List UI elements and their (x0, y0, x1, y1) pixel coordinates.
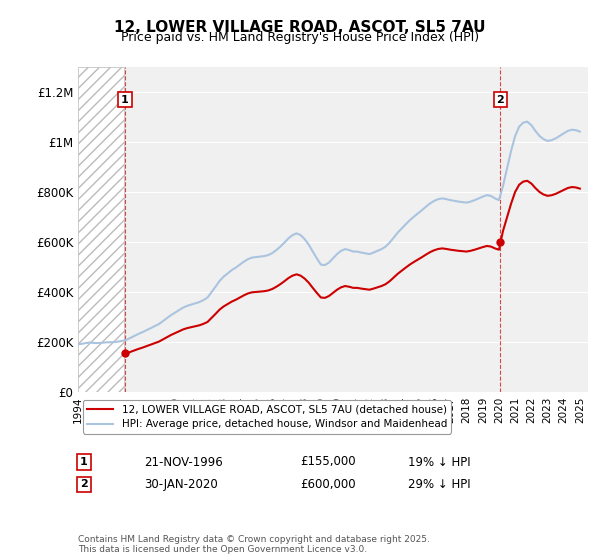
Text: £600,000: £600,000 (300, 478, 356, 491)
Text: 29% ↓ HPI: 29% ↓ HPI (408, 478, 470, 491)
Text: 2: 2 (80, 479, 88, 489)
Text: Contains HM Land Registry data © Crown copyright and database right 2025.
This d: Contains HM Land Registry data © Crown c… (78, 535, 430, 554)
Bar (78, 67, 124, 392)
Legend: 12, LOWER VILLAGE ROAD, ASCOT, SL5 7AU (detached house), HPI: Average price, det: 12, LOWER VILLAGE ROAD, ASCOT, SL5 7AU (… (83, 400, 451, 433)
Text: 19% ↓ HPI: 19% ↓ HPI (408, 455, 470, 469)
Text: 2: 2 (496, 95, 504, 105)
Text: Price paid vs. HM Land Registry's House Price Index (HPI): Price paid vs. HM Land Registry's House … (121, 31, 479, 44)
Bar (78, 67, 124, 392)
Text: 21-NOV-1996: 21-NOV-1996 (144, 455, 223, 469)
Text: 30-JAN-2020: 30-JAN-2020 (144, 478, 218, 491)
Text: 1: 1 (80, 457, 88, 467)
Text: 1: 1 (121, 95, 129, 105)
Text: 12, LOWER VILLAGE ROAD, ASCOT, SL5 7AU: 12, LOWER VILLAGE ROAD, ASCOT, SL5 7AU (114, 20, 486, 35)
Text: £155,000: £155,000 (300, 455, 356, 469)
